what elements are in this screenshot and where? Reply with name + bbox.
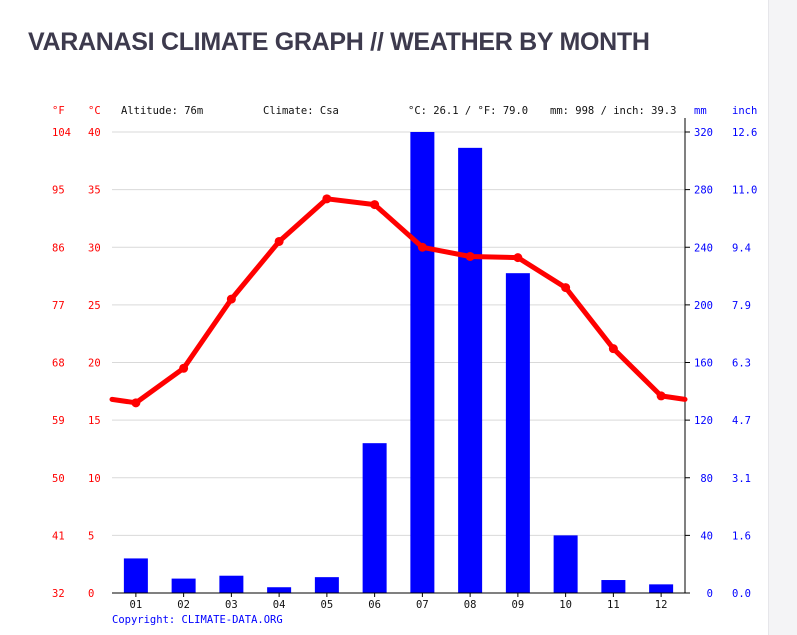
fahrenheit-tick-label: 50: [52, 473, 65, 485]
month-tick-label: 02: [177, 599, 190, 611]
fahrenheit-tick-label: 41: [52, 530, 65, 542]
fahrenheit-tick-label: 32: [52, 588, 65, 600]
precipitation-bar: [553, 535, 578, 593]
page-scroll-strip: [768, 0, 797, 635]
fahrenheit-tick-label: 95: [52, 185, 65, 197]
unit-inch-label: inch: [732, 105, 757, 117]
month-tick-label: 08: [464, 599, 477, 611]
mm-tick-label: 280: [694, 185, 713, 197]
mm-tick-label: 160: [694, 358, 713, 370]
fahrenheit-tick-label: 59: [52, 415, 65, 427]
month-tick-label: 12: [655, 599, 668, 611]
month-tick-label: 04: [273, 599, 286, 611]
month-tick-label: 01: [130, 599, 143, 611]
month-tick-label: 07: [416, 599, 429, 611]
climate-text: Climate: Csa: [263, 105, 339, 117]
temperature-line-layer: [109, 194, 688, 408]
precipitation-bar: [314, 577, 339, 593]
mm-tick-label: 200: [694, 300, 713, 312]
precipitation-bar: [505, 273, 530, 593]
celsius-tick-label: 30: [88, 242, 101, 254]
temperature-point: [465, 251, 475, 261]
celsius-tick-label: 10: [88, 473, 101, 485]
precipitation-bars: [123, 132, 674, 594]
inch-tick-label: 3.1: [732, 473, 751, 485]
temperature-point: [179, 363, 189, 373]
fahrenheit-tick-label: 77: [52, 300, 65, 312]
inch-tick-label: 0.0: [732, 588, 751, 600]
temperature-point: [656, 391, 666, 401]
precipitation-bar: [362, 443, 387, 593]
altitude-text: Altitude: 76m: [121, 105, 203, 117]
inch-tick-label: 11.0: [732, 185, 757, 197]
month-tick-label: 10: [559, 599, 572, 611]
unit-mm-label: mm: [694, 105, 707, 117]
mm-tick-label: 40: [700, 530, 713, 542]
month-tick-label: 09: [512, 599, 525, 611]
month-tick-label: 05: [321, 599, 334, 611]
inch-tick-label: 9.4: [732, 242, 751, 254]
celsius-tick-label: 35: [88, 185, 101, 197]
fahrenheit-tick-label: 104: [52, 127, 71, 139]
mm-tick-label: 0: [707, 588, 713, 600]
precipitation-bar: [267, 587, 292, 593]
month-tick-label: 06: [368, 599, 381, 611]
temperature-point: [370, 200, 380, 210]
temperature-point: [226, 294, 236, 304]
inch-tick-label: 7.9: [732, 300, 751, 312]
axis-labels: 32 0 0 0.041 5 40 1.650 10 80 3.159 15 120 4.768 20 16…: [52, 127, 757, 611]
fahrenheit-tick-label: 86: [52, 242, 65, 254]
celsius-tick-label: 15: [88, 415, 101, 427]
copyright-link[interactable]: Copyright: CLIMATE-DATA.ORG: [112, 614, 283, 626]
precipitation-bar: [123, 558, 148, 593]
precipitation-bar: [458, 147, 483, 594]
month-tick-label: 03: [225, 599, 238, 611]
mm-tick-label: 240: [694, 242, 713, 254]
page-title: VARANASI CLIMATE GRAPH // WEATHER BY MON…: [28, 28, 650, 56]
precipitation-bar: [601, 580, 626, 593]
chart-header: °F °C Altitude: 76m Climate: Csa °C: 26.…: [52, 105, 757, 117]
temperature-line: [109, 196, 688, 406]
temperature-point: [417, 242, 427, 252]
mm-tick-label: 320: [694, 127, 713, 139]
inch-tick-label: 6.3: [732, 358, 751, 370]
mm-tick-label: 120: [694, 415, 713, 427]
month-tick-label: 11: [607, 599, 620, 611]
precipitation-bar: [649, 584, 674, 593]
precipitation-summary: mm: 998 / inch: 39.3: [550, 105, 676, 117]
temperature-summary: °C: 26.1 / °F: 79.0: [408, 105, 528, 117]
inch-tick-label: 12.6: [732, 127, 757, 139]
inch-tick-label: 1.6: [732, 530, 751, 542]
grid-layer: [112, 131, 685, 536]
mm-tick-label: 80: [700, 473, 713, 485]
unit-celsius-label: °C: [88, 105, 101, 117]
temperature-point: [322, 194, 332, 204]
temperature-point: [274, 236, 284, 246]
celsius-tick-label: 40: [88, 127, 101, 139]
celsius-tick-label: 20: [88, 358, 101, 370]
unit-fahrenheit-label: °F: [52, 105, 65, 117]
axes-layer: [112, 118, 686, 594]
temperature-point: [561, 283, 571, 293]
precipitation-bar: [410, 132, 435, 593]
celsius-tick-label: 25: [88, 300, 101, 312]
celsius-tick-label: 5: [88, 530, 94, 542]
temperature-point: [513, 253, 523, 263]
temperature-point: [608, 344, 618, 354]
precipitation-bar: [171, 578, 196, 593]
precipitation-bar: [219, 575, 244, 593]
temperature-point: [131, 398, 141, 408]
celsius-tick-label: 0: [88, 588, 94, 600]
inch-tick-label: 4.7: [732, 415, 751, 427]
fahrenheit-tick-label: 68: [52, 358, 65, 370]
